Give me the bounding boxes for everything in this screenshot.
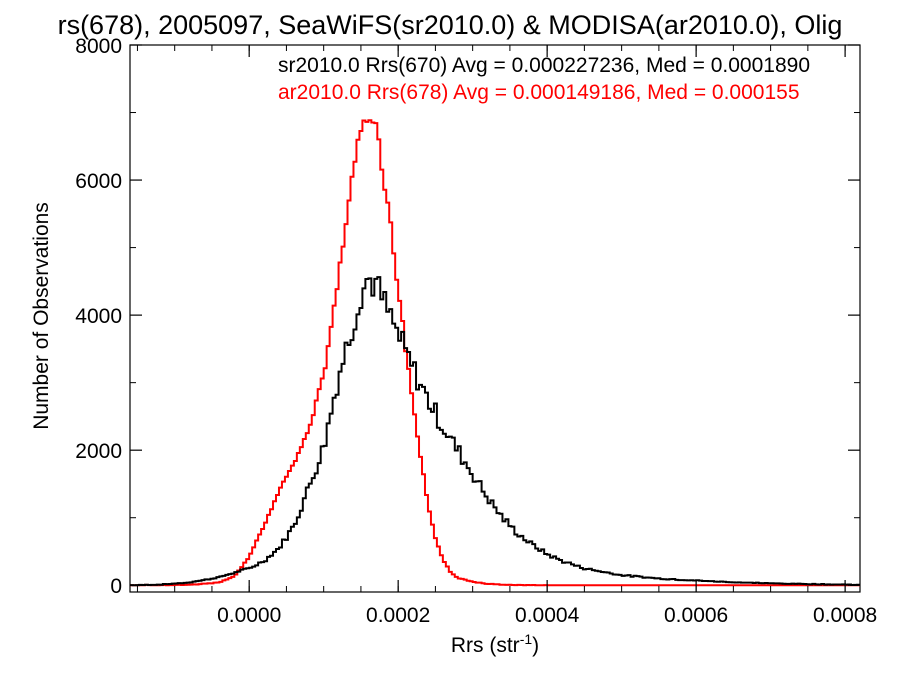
x-axis-label-sup: -1 <box>520 631 533 647</box>
series-layer <box>130 119 860 587</box>
x-axis-label-main: Rrs (str <box>451 634 520 657</box>
y-tick-label: 6000 <box>75 170 122 193</box>
x-tick-label: 0.0008 <box>813 604 877 627</box>
axes-layer: 0.0000 0.0002 0.0004 0.0006 0.0008 0 2000 4000 6… <box>75 35 877 627</box>
plot-area <box>129 44 861 593</box>
x-tick-label: 0.0004 <box>515 604 580 627</box>
y-tick-label: 4000 <box>75 305 122 328</box>
series-line-ar2010 <box>130 119 860 587</box>
y-tick-label: 8000 <box>75 35 122 58</box>
legend-entry-black: sr2010.0 Rrs(670) Avg = 0.000227236, Med… <box>278 54 810 77</box>
x-tick-label: 0.0002 <box>366 604 430 627</box>
x-tick-label: 0.0006 <box>664 604 728 627</box>
x-axis-label: Rrs (str-1) <box>451 631 539 657</box>
legend-entry-red: ar2010.0 Rrs(678) Avg = 0.000149186, Med… <box>278 81 800 104</box>
x-tick-label: 0.0000 <box>217 604 281 627</box>
y-tick-label: 2000 <box>75 440 122 463</box>
plot-frame <box>129 44 861 593</box>
y-axis-label: Number of Observations <box>30 202 53 430</box>
x-axis-label-close: ) <box>532 634 539 657</box>
series-line-sr2010 <box>130 276 860 587</box>
y-tick-label: 0 <box>110 575 122 598</box>
chart-title: rs(678), 2005097, SeaWiFS(sr2010.0) & MO… <box>58 10 843 40</box>
